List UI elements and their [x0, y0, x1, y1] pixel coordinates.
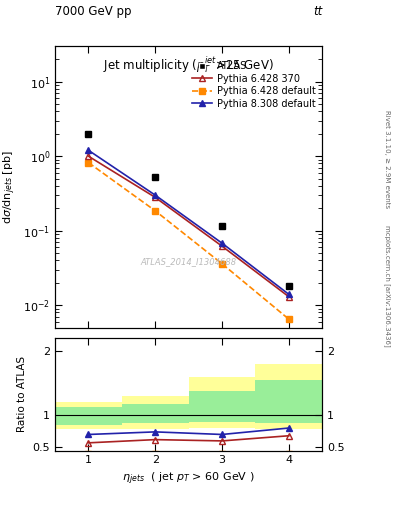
Text: Jet multiplicity ($p_T^{jet}$>25 GeV): Jet multiplicity ($p_T^{jet}$>25 GeV) [103, 55, 274, 75]
Pythia 6.428 default [86, 160, 91, 166]
Text: Rivet 3.1.10, ≥ 2.9M events: Rivet 3.1.10, ≥ 2.9M events [384, 110, 390, 208]
Text: tt: tt [313, 5, 322, 18]
Pythia 8.308 default [220, 240, 224, 246]
ATLAS [153, 174, 158, 180]
Legend: ATLAS, Pythia 6.428 370, Pythia 6.428 default, Pythia 8.308 default: ATLAS, Pythia 6.428 370, Pythia 6.428 de… [190, 59, 318, 111]
Line: Pythia 6.428 default: Pythia 6.428 default [86, 160, 292, 322]
Text: mcplots.cern.ch [arXiv:1306.3436]: mcplots.cern.ch [arXiv:1306.3436] [384, 225, 391, 346]
ATLAS [286, 283, 291, 289]
Y-axis label: Ratio to ATLAS: Ratio to ATLAS [17, 356, 27, 432]
Pythia 6.428 370 [86, 153, 91, 159]
Pythia 8.308 default [153, 192, 158, 198]
Line: Pythia 6.428 370: Pythia 6.428 370 [85, 153, 292, 300]
Pythia 6.428 370 [220, 243, 224, 249]
Text: ATLAS_2014_I1304688: ATLAS_2014_I1304688 [141, 257, 237, 266]
Y-axis label: d$\sigma$/dn$_{jets}$ [pb]: d$\sigma$/dn$_{jets}$ [pb] [1, 150, 18, 224]
Pythia 6.428 370 [153, 195, 158, 201]
Pythia 6.428 370 [286, 294, 291, 300]
Pythia 8.308 default [286, 291, 291, 297]
Line: Pythia 8.308 default: Pythia 8.308 default [85, 147, 292, 298]
Pythia 6.428 default [153, 208, 158, 214]
Pythia 6.428 default [286, 316, 291, 322]
ATLAS [220, 223, 224, 229]
Line: ATLAS: ATLAS [85, 131, 292, 289]
Pythia 8.308 default [86, 147, 91, 154]
Pythia 6.428 default [220, 261, 224, 267]
ATLAS [86, 131, 91, 137]
X-axis label: $\eta_{jets}$  ( jet $p_T$ > 60 GeV ): $\eta_{jets}$ ( jet $p_T$ > 60 GeV ) [122, 471, 255, 487]
Text: 7000 GeV pp: 7000 GeV pp [55, 5, 132, 18]
